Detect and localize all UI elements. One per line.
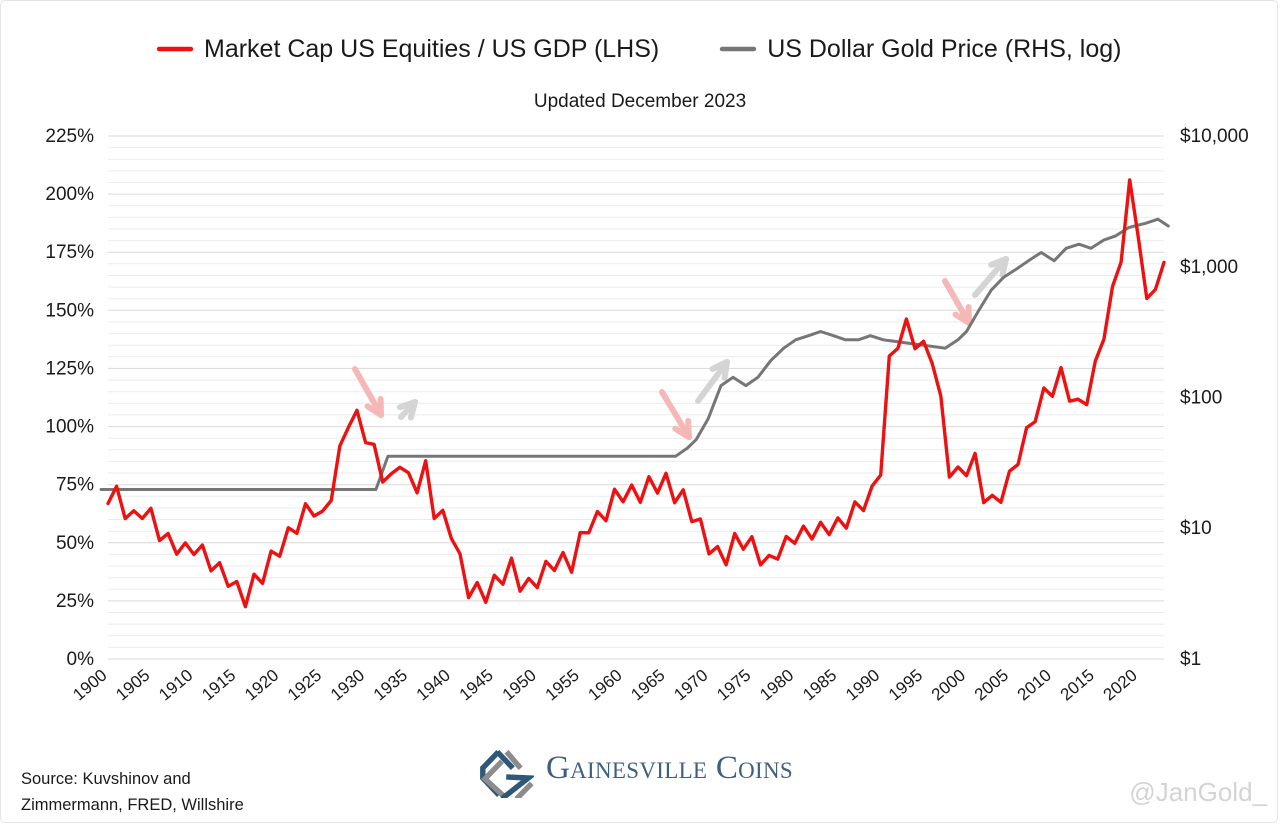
svg-text:1945: 1945 xyxy=(456,666,497,705)
svg-text:1905: 1905 xyxy=(112,666,153,705)
svg-text:75%: 75% xyxy=(56,475,94,496)
svg-text:1935: 1935 xyxy=(370,666,411,705)
svg-text:1955: 1955 xyxy=(542,666,583,705)
svg-text:1910: 1910 xyxy=(155,666,196,705)
svg-text:1970: 1970 xyxy=(670,666,711,705)
svg-text:100%: 100% xyxy=(45,417,94,438)
svg-text:1965: 1965 xyxy=(627,666,668,705)
svg-text:1920: 1920 xyxy=(241,666,282,705)
svg-text:1960: 1960 xyxy=(584,666,625,705)
svg-text:150%: 150% xyxy=(45,300,94,321)
svg-text:1930: 1930 xyxy=(327,666,368,705)
svg-text:1985: 1985 xyxy=(799,666,840,705)
svg-text:1950: 1950 xyxy=(499,666,540,705)
svg-text:0%: 0% xyxy=(67,649,95,670)
svg-text:$10,000: $10,000 xyxy=(1180,126,1249,147)
svg-text:1975: 1975 xyxy=(713,666,754,705)
svg-text:1990: 1990 xyxy=(842,666,883,705)
svg-text:2005: 2005 xyxy=(971,666,1012,705)
svg-text:$10: $10 xyxy=(1180,518,1212,539)
svg-text:1900: 1900 xyxy=(69,666,110,705)
svg-text:1995: 1995 xyxy=(885,666,926,705)
svg-text:1980: 1980 xyxy=(756,666,797,705)
svg-text:125%: 125% xyxy=(45,358,94,379)
svg-text:1915: 1915 xyxy=(198,666,239,705)
svg-text:2010: 2010 xyxy=(1014,666,1055,705)
svg-text:200%: 200% xyxy=(45,184,94,205)
svg-text:25%: 25% xyxy=(56,591,94,612)
svg-text:1940: 1940 xyxy=(413,666,454,705)
svg-text:2015: 2015 xyxy=(1057,666,1098,705)
svg-text:225%: 225% xyxy=(45,126,94,147)
svg-text:1925: 1925 xyxy=(284,666,325,705)
svg-text:$100: $100 xyxy=(1180,388,1222,409)
svg-text:175%: 175% xyxy=(45,242,94,263)
svg-text:$1,000: $1,000 xyxy=(1180,257,1238,278)
svg-text:50%: 50% xyxy=(56,533,94,554)
svg-text:2020: 2020 xyxy=(1100,666,1141,705)
svg-text:$1: $1 xyxy=(1180,649,1201,670)
svg-text:2000: 2000 xyxy=(928,666,969,705)
